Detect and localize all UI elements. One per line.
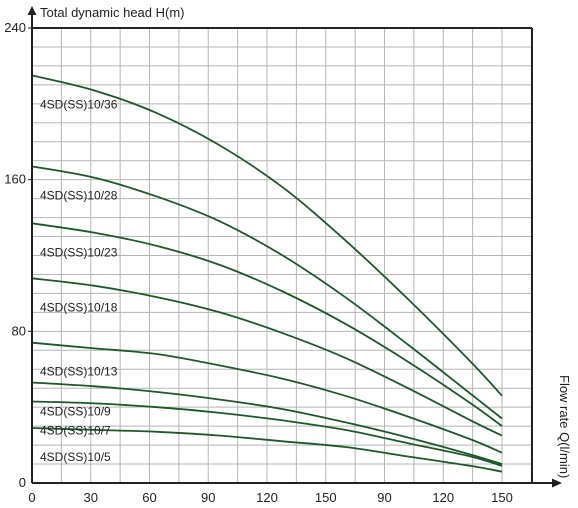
x-tick-label: 150	[491, 490, 513, 505]
series-labels: 4SD(SS)10/36 4SD(SS)10/28 4SD(SS)10/23 4SD(…	[40, 97, 118, 464]
y-tick-label: 0	[19, 475, 26, 490]
series-label: 4SD(SS)10/7	[40, 423, 111, 437]
x-tick-label: 120	[256, 490, 278, 505]
x-tick-label: 90	[377, 490, 391, 505]
series-label: 4SD(SS)10/9	[40, 405, 111, 419]
series-line	[31, 381, 503, 465]
x-tick-label: 90	[201, 490, 215, 505]
series-line	[31, 341, 503, 454]
grid-lines	[32, 28, 532, 483]
series-label: 4SD(SS)10/5	[40, 450, 111, 464]
series-line	[31, 222, 503, 427]
x-axis-title: Flow rate Q(l/min)	[557, 375, 572, 478]
x-axis-arrow-icon	[552, 478, 562, 488]
tick-labels: 0 80 160 240 0 30 60 90 120 150 90 120 150	[4, 20, 513, 505]
series-label: 4SD(SS)10/13	[40, 365, 118, 379]
x-tick-label: 30	[84, 490, 98, 505]
x-tick-label: 120	[432, 490, 454, 505]
y-axis-arrow-icon	[27, 6, 37, 15]
performance-curves	[31, 74, 503, 473]
x-tick-label: 150	[315, 490, 337, 505]
series-line	[31, 277, 503, 437]
series-label: 4SD(SS)10/18	[40, 300, 118, 314]
series-line	[31, 427, 503, 473]
x-tick-label: 0	[28, 490, 35, 505]
series-line	[31, 74, 503, 397]
x-tick-label: 60	[142, 490, 156, 505]
series-label: 4SD(SS)10/36	[40, 97, 118, 111]
y-tick-label: 160	[4, 172, 26, 187]
axes	[27, 6, 562, 488]
y-tick-label: 80	[12, 323, 26, 338]
y-tick-label: 240	[4, 20, 26, 35]
series-label: 4SD(SS)10/28	[40, 188, 118, 202]
y-axis-title: Total dynamic head H(m)	[40, 5, 185, 20]
series-line	[31, 400, 503, 467]
series-line	[31, 165, 503, 420]
series-label: 4SD(SS)10/23	[40, 245, 118, 259]
